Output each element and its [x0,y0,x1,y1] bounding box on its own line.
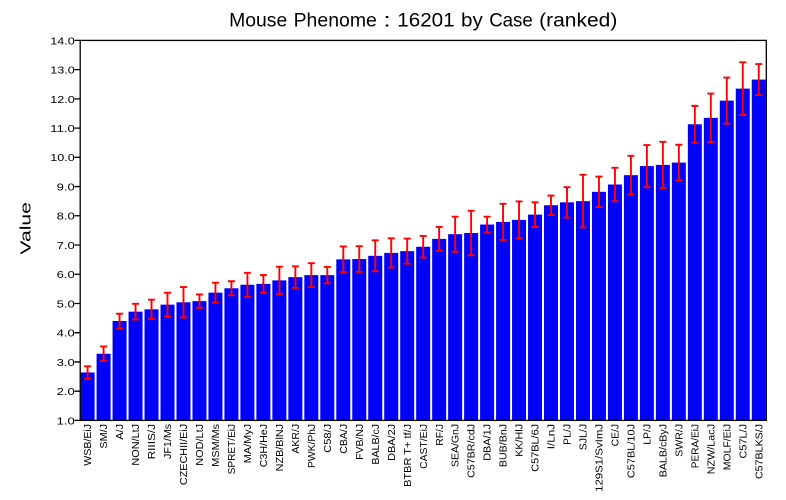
svg-text:C3H/HeJ: C3H/HeJ [259,424,270,467]
svg-text:4.0: 4.0 [57,329,76,340]
svg-text:MOLF/EiJ: MOLF/EiJ [722,424,733,470]
svg-text:WSB/EiJ: WSB/EiJ [83,424,94,466]
svg-text:6.0: 6.0 [57,270,76,281]
svg-text:I/LnJ: I/LnJ [547,424,558,449]
svg-text:C57L/J: C57L/J [738,424,749,459]
svg-text:PERA/EiJ: PERA/EiJ [690,424,701,468]
svg-text:BTBR T+ tf/J: BTBR T+ tf/J [403,424,414,487]
svg-text:7.0: 7.0 [57,241,76,252]
svg-text:8.0: 8.0 [57,212,76,223]
svg-text:5.0: 5.0 [57,299,76,310]
svg-text:C57BL/6J: C57BL/6J [531,424,542,472]
svg-text:C57BL/10J: C57BL/10J [627,424,638,478]
svg-text:FVB/NJ: FVB/NJ [355,424,366,460]
svg-text:C58/J: C58/J [323,424,334,453]
svg-text:MA/MyJ: MA/MyJ [243,424,254,463]
svg-text:SJL/J: SJL/J [579,424,590,450]
svg-text:by: by [461,11,483,32]
svg-text:1.0: 1.0 [57,416,76,427]
svg-text:13.0: 13.0 [50,66,75,77]
svg-text:(ranked): (ranked) [539,11,617,32]
svg-text:CBA/J: CBA/J [339,424,350,454]
svg-text:11.0: 11.0 [50,124,75,135]
svg-text::: : [383,11,391,32]
svg-text:Phenome: Phenome [294,11,377,32]
svg-text:LP/J: LP/J [643,424,654,445]
svg-text:Value: Value [18,202,35,255]
svg-text:PWK/PhJ: PWK/PhJ [307,424,318,468]
svg-text:SEA/GnJ: SEA/GnJ [451,424,462,467]
svg-text:DBA/2J: DBA/2J [387,424,398,461]
svg-text:SM/J: SM/J [99,424,110,449]
svg-text:16201: 16201 [397,11,454,32]
svg-text:C57BLKS/J: C57BLKS/J [754,424,765,479]
svg-text:9.0: 9.0 [57,182,76,193]
svg-text:SWR/J: SWR/J [674,424,685,457]
svg-text:BALB/cJ: BALB/cJ [371,424,382,465]
svg-text:DBA/1J: DBA/1J [483,424,494,461]
svg-text:BUB/BnJ: BUB/BnJ [499,424,510,467]
svg-text:NON/LtJ: NON/LtJ [131,424,142,466]
svg-text:KK/HlJ: KK/HlJ [515,424,526,457]
svg-text:Mouse: Mouse [229,11,287,32]
svg-text:AKR/J: AKR/J [291,424,302,454]
svg-text:JF1/Ms: JF1/Ms [163,424,174,459]
svg-text:CZECHII/EiJ: CZECHII/EiJ [179,424,190,485]
svg-text:PL/J: PL/J [563,424,574,445]
svg-text:RF/J: RF/J [435,424,446,446]
svg-text:C57BR/cdJ: C57BR/cdJ [467,424,478,478]
svg-text:SPRET/EiJ: SPRET/EiJ [227,424,238,475]
svg-text:MSM/Ms: MSM/Ms [211,424,222,467]
svg-text:NZW/LacJ: NZW/LacJ [706,424,717,474]
svg-text:CAST/EiJ: CAST/EiJ [419,424,430,469]
svg-text:A/J: A/J [115,424,126,440]
svg-text:Case: Case [489,11,533,32]
svg-text:3.0: 3.0 [57,358,76,369]
svg-text:NZB/BlNJ: NZB/BlNJ [275,424,286,471]
svg-text:BALB/cByJ: BALB/cByJ [658,424,669,477]
svg-text:NOD/LtJ: NOD/LtJ [195,424,206,466]
svg-text:CE/J: CE/J [611,424,622,446]
svg-text:12.0: 12.0 [50,95,75,106]
svg-text:129S1/SvImJ: 129S1/SvImJ [595,424,606,492]
svg-text:2.0: 2.0 [57,387,76,398]
svg-text:10.0: 10.0 [50,153,75,164]
svg-text:14.0: 14.0 [50,36,75,47]
svg-text:RIIIS/J: RIIIS/J [147,424,158,460]
